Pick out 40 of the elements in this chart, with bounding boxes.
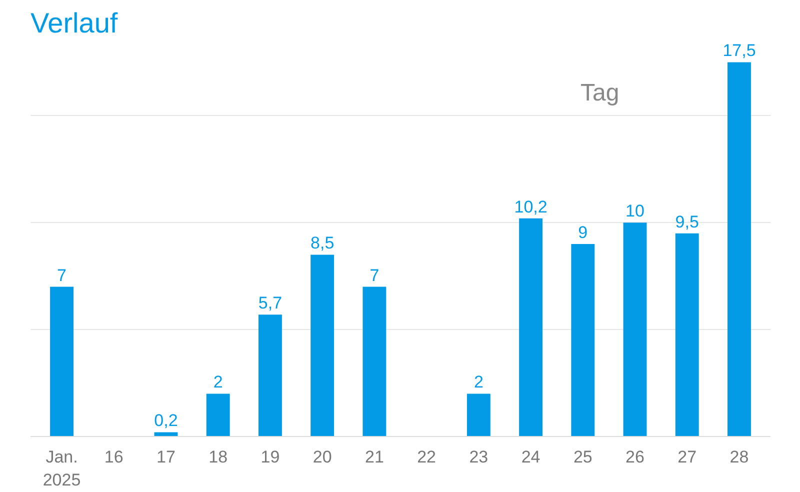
- x-tick-label: 24: [521, 448, 540, 466]
- data-label: 2: [213, 372, 223, 392]
- data-label: 17,5: [722, 41, 756, 60]
- x-tick-label: 18: [208, 448, 228, 466]
- data-label: 2: [474, 372, 484, 392]
- x-tick-label: 27: [678, 448, 697, 466]
- bar: [310, 254, 334, 436]
- x-tick-label: 22: [417, 448, 436, 466]
- bar: [362, 286, 386, 436]
- bar: [728, 62, 751, 436]
- data-label: 9,5: [675, 212, 699, 232]
- data-label: 7: [370, 266, 380, 285]
- bar: [258, 314, 282, 436]
- bar: [466, 394, 490, 436]
- x-tick-label: 17: [156, 448, 176, 466]
- bar: [675, 233, 699, 436]
- bar: [519, 218, 543, 436]
- bar: [206, 394, 230, 436]
- x-tick-label: Jan. 2025: [42, 448, 81, 490]
- data-label: 10,2: [514, 197, 548, 216]
- data-label: 0,2: [154, 411, 178, 430]
- chart-title: Verlauf: [30, 8, 118, 38]
- data-label: 8,5: [310, 234, 334, 253]
- x-tick-label: 20: [312, 448, 332, 466]
- x-tick-label: 16: [104, 448, 124, 466]
- x-tick-label: 28: [730, 448, 749, 466]
- data-label: 5,7: [258, 294, 282, 313]
- data-label: 10: [626, 202, 644, 221]
- bar: [50, 286, 74, 436]
- x-tick-label: 23: [469, 448, 488, 466]
- x-tick-label: 19: [260, 448, 280, 466]
- x-tick-label: 21: [364, 448, 384, 466]
- bar: [571, 244, 595, 436]
- x-tick-label: 26: [626, 448, 644, 466]
- bar: [154, 432, 178, 436]
- data-label: 9: [578, 223, 588, 242]
- bar: [623, 222, 647, 436]
- annotation: Tag: [580, 80, 620, 106]
- x-tick-label: 25: [573, 448, 592, 466]
- data-label: 7: [57, 266, 67, 285]
